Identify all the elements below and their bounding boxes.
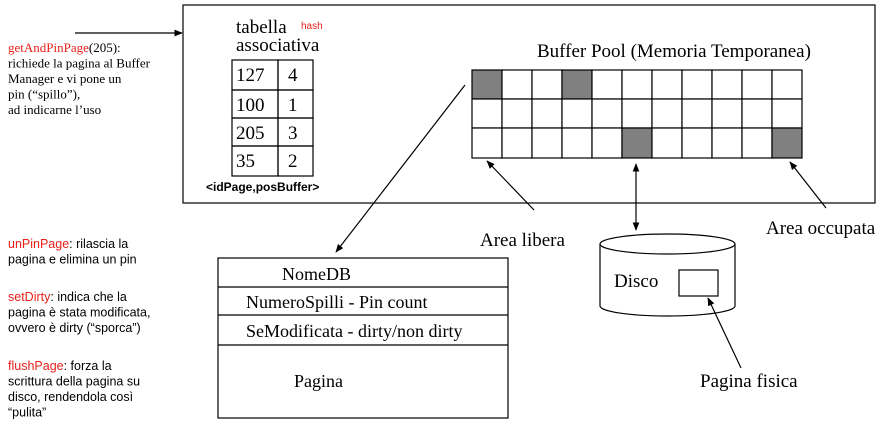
buffer-frame [621, 127, 653, 159]
field: NumeroSpilli - Pin count [246, 292, 428, 312]
hash-cell-text: 127 [236, 65, 265, 86]
buffer-frame [741, 69, 773, 100]
buffer-frame [561, 127, 593, 159]
buffer-frame [591, 98, 623, 129]
note-first-line: setDirty: indica che la [8, 290, 127, 304]
buffer-frame [501, 127, 533, 159]
note-text: : indica che la [50, 290, 126, 304]
buffer-frame [591, 69, 623, 100]
physical-page-box [678, 269, 719, 297]
hash-cell-text: 205 [236, 123, 265, 144]
note-text: : rilascia la [69, 237, 128, 251]
buffer-frame [651, 69, 683, 100]
buffer-frame [531, 127, 563, 159]
hash-cell-text: 2 [288, 151, 298, 172]
physical-page-label: Pagina fisica [700, 371, 798, 392]
note-line: richiede la pagina al Buffer [8, 56, 151, 71]
buffer-frame [681, 69, 713, 100]
note-method: setDirty [8, 290, 51, 304]
buffer-frame [471, 69, 503, 100]
buffer-frame [471, 127, 503, 159]
arrow [789, 161, 827, 209]
hash-cell [277, 145, 314, 177]
hash-cell-text: 100 [236, 95, 265, 116]
hash-tag: hash [301, 21, 323, 32]
note-first-line: unPinPage: rilascia la [8, 237, 128, 251]
note-line: Manager e vi pone un [8, 71, 122, 86]
buffer-frame [501, 69, 533, 100]
note-text: (205): [89, 40, 121, 55]
field: SeModificata - dirty/non dirty [246, 321, 462, 341]
buffer-frame [741, 127, 773, 159]
buffer-frame [561, 69, 593, 100]
page-struct-box [217, 257, 509, 419]
buffer-frame [651, 127, 683, 159]
buffer-pool-title: Buffer Pool (Memoria Temporanea) [537, 41, 811, 62]
hash-cell-text: 4 [288, 65, 298, 86]
hash-cell-text: 3 [288, 123, 298, 144]
buffer-frame [681, 98, 713, 129]
buffer-frame [711, 98, 743, 129]
buffer-frame [621, 69, 653, 100]
hash-cell-text: 1 [288, 95, 298, 116]
buffer-frame [771, 69, 803, 100]
hash-cell-text: 35 [236, 151, 255, 172]
note-line: disco, rendendola così [8, 390, 133, 404]
arrow [707, 297, 742, 369]
hash-title: tabella [236, 17, 287, 38]
disk-label: Disco [614, 271, 658, 292]
buffer-frame [561, 98, 593, 129]
hash-table: 127 4 100 1 205 3 35 2 [231, 59, 314, 177]
note-method: getAndPinPage [8, 40, 89, 55]
buffer-frame [471, 98, 503, 129]
buffer-frame [771, 98, 803, 129]
hash-caption: <idPage,posBuffer> [206, 180, 319, 194]
arrow [486, 160, 535, 211]
notes: getAndPinPage(205):richiede la pagina al… [8, 40, 151, 420]
buffer-frame [651, 98, 683, 129]
buffer-manager-box [182, 4, 876, 204]
note-line: scrittura della pagina su [8, 375, 140, 389]
free-area-label: Area libera [480, 230, 565, 251]
buffer-frame [621, 98, 653, 129]
buffer-frame [591, 127, 623, 159]
disk-top [599, 233, 736, 255]
buffer-frame [741, 98, 773, 129]
buffer-frame [681, 127, 713, 159]
buffer-pool-grid [471, 69, 803, 159]
field: NomeDB [282, 264, 351, 284]
note-line: pagina è stata modificata, [8, 306, 150, 320]
note-first-line: flushPage: forza la [8, 359, 112, 373]
note-text: : forza la [64, 359, 112, 373]
note-line: ovvero è dirty (“sporca”) [8, 321, 141, 335]
buffer-frame [711, 127, 743, 159]
buffer-frame [531, 98, 563, 129]
note-first-line: getAndPinPage(205): [8, 40, 121, 55]
note-method: flushPage [8, 359, 64, 373]
buffer-frame [711, 69, 743, 100]
buffer-frame [531, 69, 563, 100]
note-method: unPinPage [8, 237, 69, 251]
note-line: pin (“spillo”), [8, 87, 80, 102]
buffer-frame [771, 127, 803, 159]
disk-body [599, 244, 736, 317]
note-line: ad indicarne l’uso [8, 102, 101, 117]
hash-subtitle: associativa [236, 35, 320, 56]
note-line: pagina e elimina un pin [8, 253, 137, 267]
buffer-frame [501, 98, 533, 129]
used-area-label: Area occupata [766, 218, 876, 239]
arrow [335, 84, 466, 253]
field: Pagina [294, 371, 343, 391]
note-line: “pulita” [8, 406, 46, 420]
